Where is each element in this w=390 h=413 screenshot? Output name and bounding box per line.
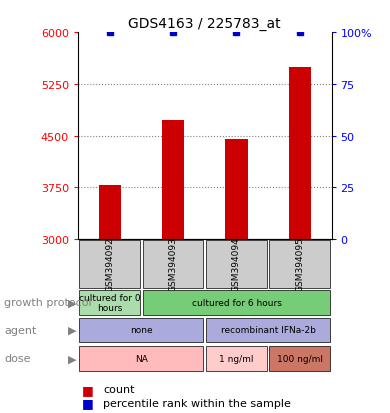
Text: agent: agent	[4, 325, 36, 335]
Text: growth protocol: growth protocol	[4, 297, 92, 308]
Bar	[225, 140, 248, 240]
Text: GSM394094: GSM394094	[232, 237, 241, 292]
Text: ■: ■	[82, 383, 94, 396]
Text: NA: NA	[135, 354, 148, 363]
Text: GSM394093: GSM394093	[168, 237, 177, 292]
Bar	[79, 290, 140, 315]
Bar	[206, 318, 330, 342]
Bar	[143, 290, 330, 315]
Text: GSM394092: GSM394092	[105, 237, 114, 292]
Bar	[206, 240, 267, 288]
Text: ■: ■	[82, 396, 94, 409]
Bar	[79, 318, 204, 342]
Bar	[206, 346, 267, 370]
Text: GSM394095: GSM394095	[295, 237, 304, 292]
Text: percentile rank within the sample: percentile rank within the sample	[103, 398, 291, 408]
Text: cultured for 6 hours: cultured for 6 hours	[191, 298, 281, 307]
Bar	[269, 240, 330, 288]
Text: recombinant IFNa-2b: recombinant IFNa-2b	[221, 326, 316, 335]
Bar	[79, 240, 140, 288]
Bar	[289, 67, 311, 240]
Bar	[269, 346, 330, 370]
Text: ▶: ▶	[68, 325, 76, 335]
Bar	[162, 121, 184, 240]
Text: count: count	[103, 385, 135, 394]
Text: cultured for 0
hours: cultured for 0 hours	[79, 293, 140, 312]
Text: none: none	[130, 326, 153, 335]
Text: 1 ng/ml: 1 ng/ml	[219, 354, 254, 363]
Bar	[99, 186, 121, 240]
Text: ▶: ▶	[68, 353, 76, 363]
Bar	[143, 240, 204, 288]
Title: GDS4163 / 225783_at: GDS4163 / 225783_at	[128, 17, 281, 31]
Text: ▶: ▶	[68, 297, 76, 308]
Text: 100 ng/ml: 100 ng/ml	[277, 354, 323, 363]
Text: dose: dose	[4, 353, 30, 363]
Bar	[79, 346, 204, 370]
